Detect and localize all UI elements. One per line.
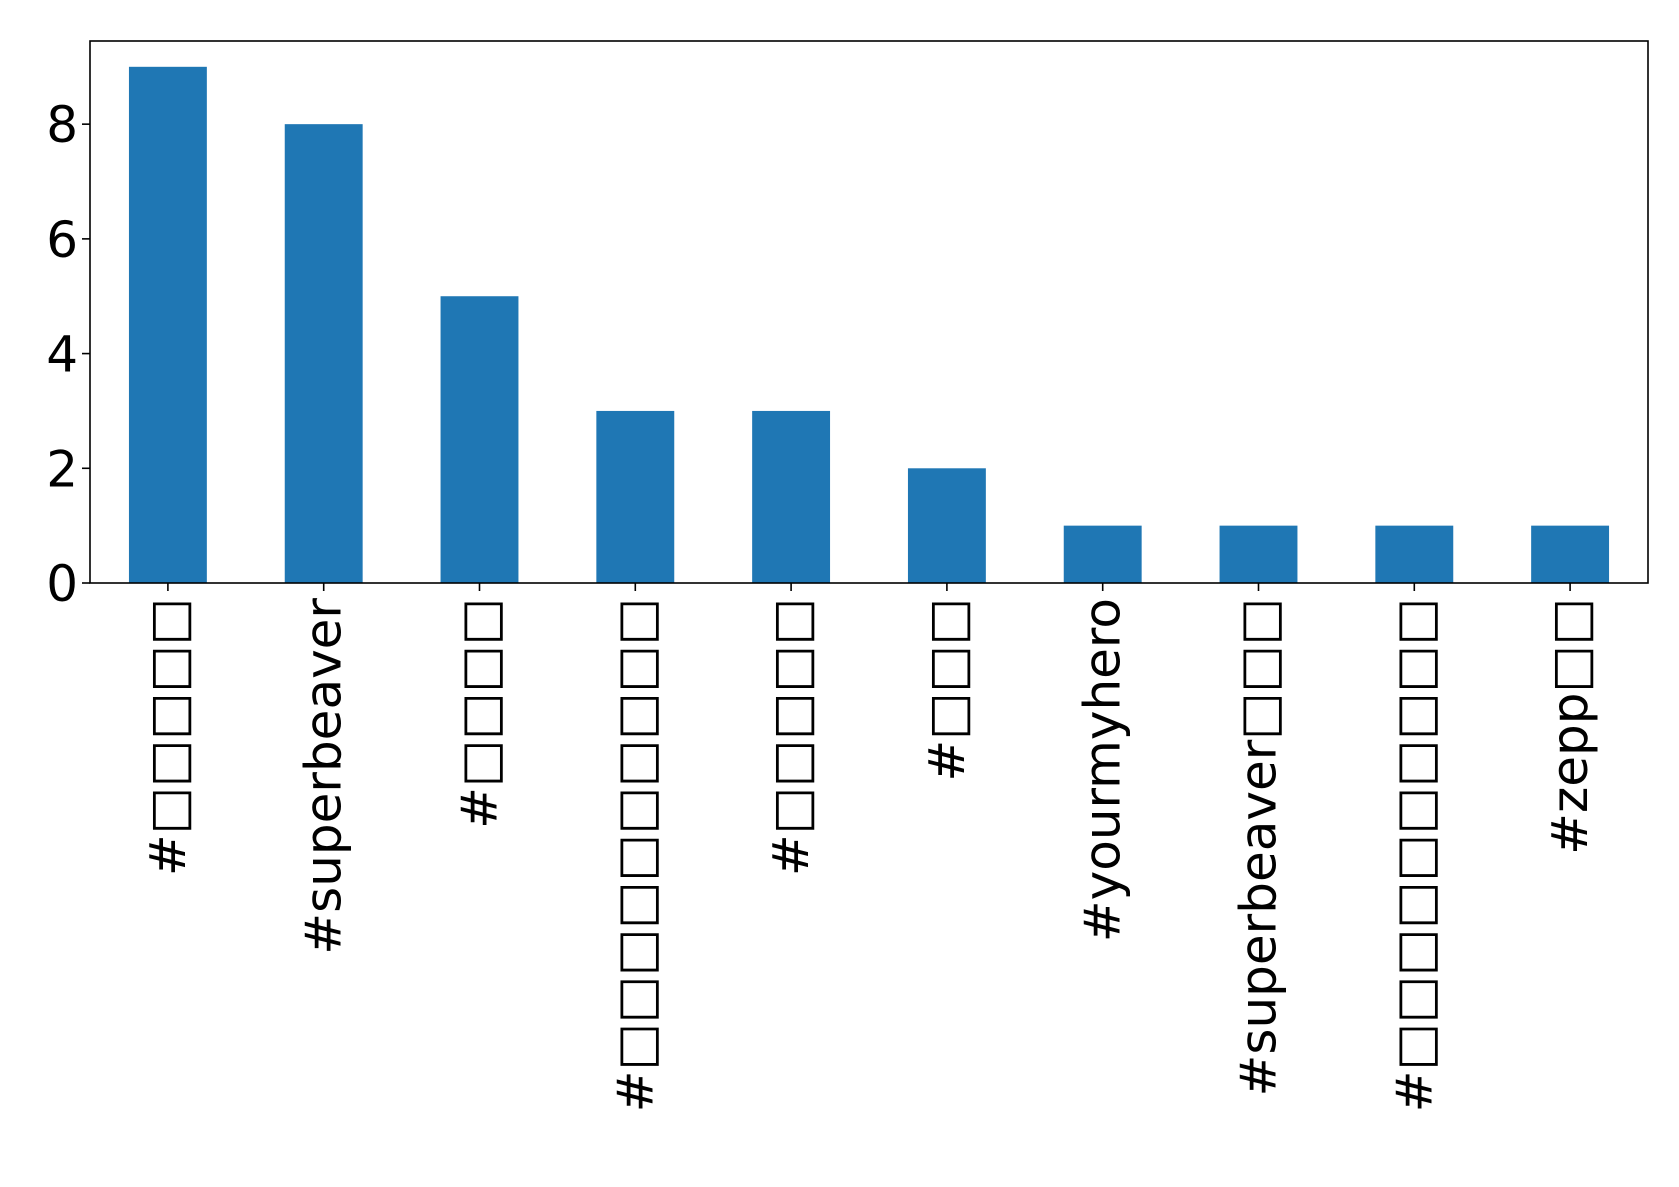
plot-frame	[89, 40, 1649, 584]
x-tick-label-1: #superbeaver	[295, 598, 353, 955]
y-axis: 0 2 4 6 8	[46, 96, 90, 613]
bar-0	[128, 66, 207, 583]
x-tick-label-6: #yourmyhero	[1074, 598, 1132, 942]
x-axis: #□□□□□ #superbeaver #□□□□ #□□□□□□□□□□ #□□□□□…	[139, 583, 1599, 1112]
bar-7	[1219, 525, 1298, 583]
x-tick-label-8: #□□□□□□□□□□	[1385, 598, 1443, 1112]
x-tick-label-3: #□□□□□□□□□□	[606, 598, 664, 1112]
y-tick-label-1: 2	[46, 440, 78, 498]
bar-3	[596, 410, 675, 583]
bar-8	[1375, 525, 1454, 583]
bar-6	[1063, 525, 1142, 583]
bar-9	[1531, 525, 1610, 583]
x-tick-label-2: #□□□□	[451, 598, 509, 829]
x-tick-label-0: #□□□□□	[139, 598, 197, 876]
bar-4	[752, 410, 831, 583]
x-tick-label-5: #□□□	[918, 598, 976, 782]
x-tick-label-4: #□□□□□	[762, 598, 820, 876]
bars-group	[128, 66, 1610, 583]
bar-1	[284, 124, 363, 583]
x-tick-label-7: #superbeaver□□□	[1230, 598, 1288, 1096]
y-tick-label-0: 0	[46, 555, 78, 613]
y-tick-label-2: 4	[46, 326, 78, 384]
bar-5	[907, 468, 986, 583]
y-tick-label-4: 8	[46, 96, 78, 154]
y-tick-label-3: 6	[46, 211, 78, 269]
x-tick-label-9: #zepp□□	[1541, 598, 1599, 855]
bar-2	[440, 296, 519, 583]
